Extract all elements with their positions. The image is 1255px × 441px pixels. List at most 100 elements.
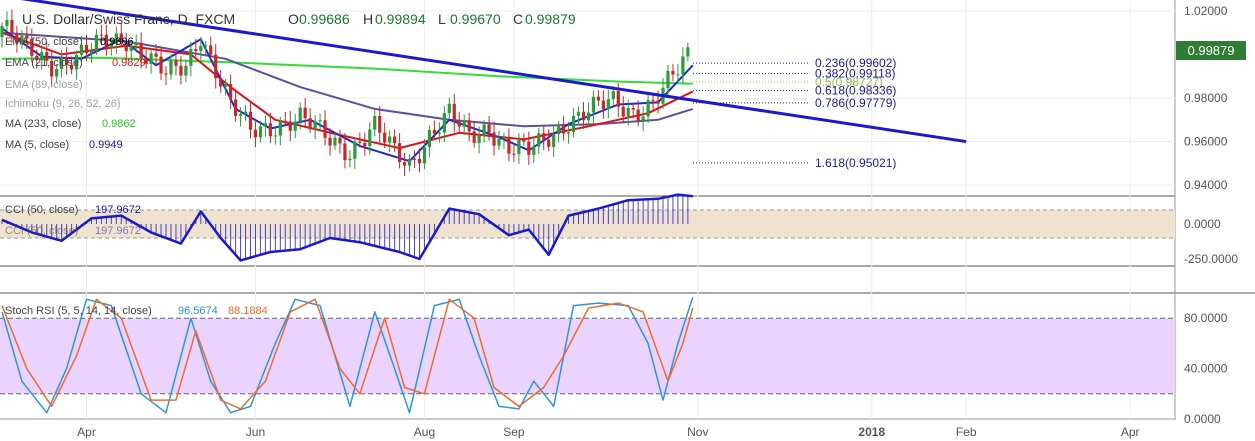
candle-body [616,91,620,107]
stoch-rsi-series [1,297,694,414]
x-tick-label: Jun [246,425,265,439]
candle-body [651,100,655,102]
y-tick-label: 0.94000 [1184,178,1228,192]
candle-body [581,111,586,121]
candle-body [219,78,223,87]
candle-body [194,49,198,52]
candle-body [641,116,645,121]
candle-body [253,129,258,138]
fib-level-label: 1.618(0.95021) [815,156,896,170]
candle-body [45,52,49,61]
fibonacci-extension[interactable]: 0.236(0.99602)0.382(0.99118)0.5(0.98727)… [693,56,896,170]
fib-level-label: 0.5(0.98727) [815,75,883,89]
fib-level-label: 0.236(0.99602) [815,56,896,70]
stoch-label[interactable]: Stoch RSI (5, 5, 14, 14, close) [5,305,152,317]
candle-body [10,20,14,34]
candle-body [243,111,248,115]
candle-body [676,74,680,76]
price-axis-ticks[interactable]: 1.02000 0.98000 0.96000 0.94000 0.0000 -250.0… [1184,4,1238,426]
legend-ema89-label[interactable]: EMA (89, close) [5,79,83,91]
candle-body [114,33,118,44]
candle-body [209,45,213,55]
candle-body [432,129,436,134]
stoch-tick-label: 80.0000 [1184,311,1228,325]
legend-ema50-label[interactable]: EMA (50, close) [5,36,83,48]
candle-body [353,141,357,159]
candle-body [263,123,268,127]
x-tick-label: Nov [687,425,708,439]
legend-ma5-label[interactable]: MA (5, close) [5,139,69,151]
legend-ma233-label[interactable]: MA (233, close) [5,118,81,130]
candle-body [626,107,630,117]
candle-body [666,70,670,88]
candle-body [35,55,39,60]
legend-ema50-value: 0.9806 [100,36,134,48]
trendline-group[interactable] [2,0,967,144]
candle-body [134,42,138,46]
candle-body [492,132,496,146]
ohlc-low-key: L [438,11,446,27]
candle-body [532,146,536,155]
candle-body [467,120,471,132]
candle-body [393,136,397,144]
stoch-d-line [1,298,694,410]
candle-body [388,136,392,143]
candle-body [427,129,432,148]
last-price-badge: 0.99879 [1176,41,1246,60]
candle-body [258,126,263,138]
candle-body [323,120,327,138]
candle-body [104,34,108,49]
time-axis-ticks[interactable]: Apr Jun Aug Sep Nov 2018 Feb Apr [77,425,1139,439]
candle-body [119,33,123,43]
legend-ma233-value: 0.9862 [102,118,136,130]
candle-body [437,132,441,134]
ohlc-close-key: C [513,11,523,27]
cci-series [1,193,693,262]
candle-body [601,100,605,110]
candlesticks[interactable] [0,9,690,177]
cci-label[interactable]: CCI (50, close) [5,204,78,216]
x-tick-label: Sep [503,425,525,439]
candle-body [268,123,272,137]
candle-body [313,121,317,130]
candle-body [20,35,24,44]
candle-body [586,112,591,121]
candle-body [149,53,153,64]
candle-body [184,65,188,76]
last-price-badge-text: 0.99879 [1188,43,1235,58]
candle-body [328,137,332,146]
candle-body [273,135,277,137]
legend-ema21-label[interactable]: EMA (21, close) [5,57,83,69]
candle-body [233,99,238,116]
symbol-title[interactable]: U.S. Dollar/Swiss Franc, D, FXCM [22,11,235,27]
candle-body [462,120,466,127]
candle-body [179,65,183,76]
candle-body [522,139,526,142]
candle-body [686,47,690,57]
candle-body [557,124,561,135]
candle-body [333,137,337,146]
candle-body [402,162,407,166]
cci-tick-label: -250.0000 [1184,252,1238,266]
candle-body [571,115,576,133]
candle-body [199,45,203,52]
legend-ichimoku-label[interactable]: Ichimoku (9, 26, 52, 26) [5,98,121,110]
legend-ma5-value: 0.9949 [89,139,123,151]
candle-body [60,57,64,70]
candle-body [646,100,650,117]
y-tick-label: 0.98000 [1184,91,1228,105]
candle-body [542,133,546,140]
x-tick-label: 2018 [858,425,885,439]
candle-body [527,141,531,155]
x-tick-label: Aug [414,425,435,439]
candle-body [94,34,99,51]
candle-body [482,124,486,136]
candle-body [343,143,347,161]
ohlc-close-value: 0.99879 [525,11,576,27]
candle-body [512,153,516,155]
candle-body [591,96,596,113]
candle-body [681,56,685,75]
candle-body [596,96,600,101]
candle-body [0,26,4,38]
